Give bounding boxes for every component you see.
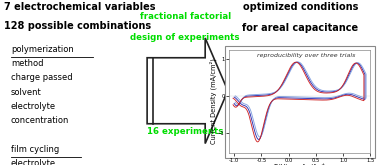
Text: fractional factorial: fractional factorial xyxy=(139,12,231,21)
Text: 16 experiments: 16 experiments xyxy=(147,127,223,136)
Text: for areal capacitance: for areal capacitance xyxy=(242,23,359,33)
Text: solvent: solvent xyxy=(11,88,42,97)
Text: film cycling: film cycling xyxy=(11,145,59,154)
Text: optimized conditions: optimized conditions xyxy=(243,2,358,12)
Text: design of experiments: design of experiments xyxy=(130,33,240,42)
Text: 128 possible combinations: 128 possible combinations xyxy=(4,21,151,32)
Text: concentration: concentration xyxy=(11,116,69,125)
Text: 7 electrochemical variables: 7 electrochemical variables xyxy=(4,2,155,12)
Y-axis label: Current Density (mA/cm²): Current Density (mA/cm²) xyxy=(209,59,217,144)
Text: method: method xyxy=(11,59,43,68)
Bar xyxy=(225,46,375,158)
Polygon shape xyxy=(147,38,228,144)
Text: polymerization: polymerization xyxy=(11,45,74,54)
Text: charge passed: charge passed xyxy=(11,73,73,82)
Text: electrolyte: electrolyte xyxy=(11,102,56,111)
Text: reproducibility over three trials: reproducibility over three trials xyxy=(257,53,356,58)
X-axis label: E(V) vs. Ag/Ag⁺: E(V) vs. Ag/Ag⁺ xyxy=(274,164,325,165)
Text: electrolyte: electrolyte xyxy=(11,159,56,165)
